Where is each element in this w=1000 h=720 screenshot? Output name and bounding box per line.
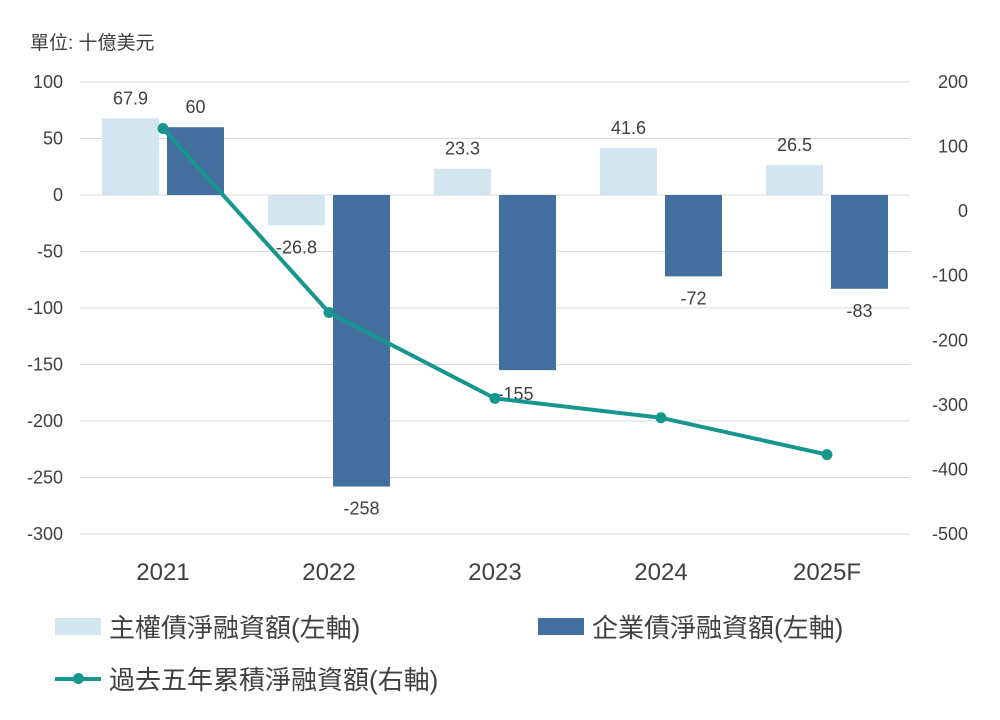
legend-item-corporate: 企業債淨融資額(左軸) [538, 608, 843, 645]
y-left-tick-label: 100 [33, 72, 63, 92]
unit-label: 單位: 十億美元 [30, 33, 155, 54]
line-point-cumulative [655, 412, 667, 424]
x-tick-label: 2021 [136, 559, 189, 586]
y-right-tick-label: 100 [938, 137, 968, 157]
y-left-tick-label: -150 [27, 355, 63, 375]
data-label-sovereign: 41.6 [611, 118, 646, 138]
legend-swatch-sovereign [55, 618, 101, 635]
bar-corporate [831, 195, 888, 289]
legend-label-cumulative: 過去五年累積淨融資額(右軸) [109, 665, 439, 695]
line-point-cumulative [821, 449, 833, 461]
y-right-tick-label: -500 [932, 524, 968, 544]
data-label-corporate: -258 [343, 499, 379, 519]
y-left-tick-label: 50 [43, 129, 63, 149]
data-label-corporate: 60 [185, 97, 205, 117]
legend-swatch-corporate [538, 618, 584, 635]
data-label-sovereign: 26.5 [777, 135, 812, 155]
y-left-tick-label: -100 [27, 298, 63, 318]
y-right-tick-label: -100 [932, 266, 968, 286]
data-label-sovereign: 67.9 [113, 88, 148, 108]
line-point-cumulative [323, 307, 335, 319]
y-right-tick-label: -400 [932, 459, 968, 479]
y-right-tick-label: 0 [958, 201, 968, 221]
legend-label-corporate: 企業債淨融資額(左軸) [592, 613, 844, 643]
data-label-sovereign: -26.8 [276, 237, 317, 257]
line-point-cumulative [489, 392, 501, 404]
bar-sovereign [434, 168, 491, 195]
y-left-tick-label: -200 [27, 411, 63, 431]
legend: 主權債淨融資額(左軸) 企業債淨融資額(左軸) 過去五年累積淨融資額(右軸) [0, 600, 1000, 710]
x-tick-label: 2022 [302, 559, 355, 586]
y-right-tick-label: -200 [932, 330, 968, 350]
x-tick-label: 2024 [634, 559, 687, 586]
y-left-tick-label: 0 [53, 185, 63, 205]
legend-label-sovereign: 主權債淨融資額(左軸) [109, 613, 361, 643]
bar-sovereign [102, 118, 159, 195]
data-label-sovereign: 23.3 [445, 139, 480, 159]
bar-sovereign [600, 147, 657, 195]
legend-swatch-cumulative [55, 670, 101, 687]
y-left-tick-label: -50 [37, 242, 63, 262]
bar-corporate [499, 195, 556, 371]
y-left-tick-label: -250 [27, 468, 63, 488]
y-right-tick-label: 200 [938, 72, 968, 92]
bar-sovereign [268, 195, 325, 226]
y-right-tick-label: -300 [932, 395, 968, 415]
chart-area: 100 50 0 -50 -100 -150 -200 -250 -300 200 100 0 -100… [27, 72, 968, 586]
data-label-corporate: -72 [680, 288, 706, 308]
y-left-tick-label: -300 [27, 524, 63, 544]
bar-corporate [665, 195, 722, 277]
data-label-corporate: -83 [846, 301, 872, 321]
line-cumulative [161, 127, 828, 457]
x-tick-label: 2025F [793, 559, 861, 586]
legend-item-cumulative: 過去五年累積淨融資額(右軸) [55, 660, 438, 697]
legend-item-sovereign: 主權債淨融資額(左軸) [55, 608, 360, 645]
x-tick-label: 2023 [468, 559, 521, 586]
bar-sovereign [766, 165, 823, 195]
line-point-cumulative [157, 122, 169, 134]
